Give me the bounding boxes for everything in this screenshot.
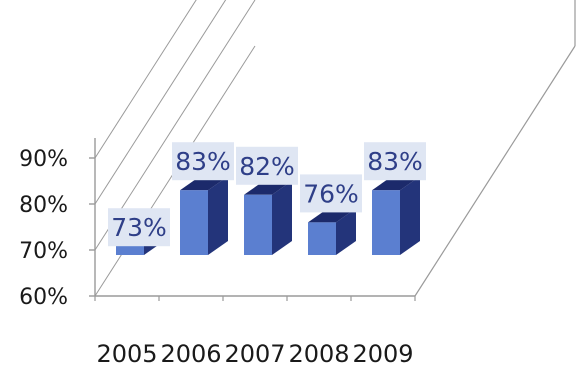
bar — [180, 190, 208, 255]
data-label: 83% — [367, 147, 423, 176]
data-label: 83% — [175, 147, 231, 176]
data-label-box — [364, 142, 426, 181]
floor-right-edge — [414, 45, 576, 297]
bar-side — [272, 180, 292, 255]
y-tick-label: 90% — [19, 147, 68, 172]
grid — [89, 0, 576, 301]
data-label-box — [236, 146, 298, 185]
bar — [244, 194, 272, 255]
bar-side — [400, 176, 420, 255]
bar — [308, 222, 336, 255]
data-label: 76% — [303, 179, 359, 208]
x-tick-labels: 2005 2006 2007 2008 2009 — [96, 340, 413, 368]
gridline — [94, 0, 227, 205]
y-tick-label: 80% — [19, 193, 68, 218]
data-labels: 73% 83% 82% 76% 83% — [108, 142, 426, 247]
bar-side — [336, 208, 356, 255]
y-tick-label: 60% — [19, 285, 68, 310]
gridline — [94, 0, 197, 159]
x-tick-label: 2006 — [160, 340, 221, 367]
x-tick-label: 2005 — [96, 340, 157, 367]
bar-side — [208, 176, 228, 255]
data-label-box — [300, 174, 362, 213]
data-label-box — [172, 142, 234, 181]
bar — [372, 190, 400, 255]
back-wall-edge — [574, 0, 576, 46]
data-label-box — [108, 208, 170, 247]
x-tick-label: 2007 — [224, 340, 285, 367]
x-tick-label: 2008 — [288, 340, 349, 367]
x-tick-label: 2009 — [352, 340, 413, 367]
data-label: 73% — [111, 213, 167, 242]
data-label: 82% — [239, 152, 295, 181]
y-tick-labels: 60% 70% 80% 90% — [19, 147, 68, 310]
y-tick-label: 70% — [19, 239, 68, 264]
bars — [116, 176, 420, 255]
